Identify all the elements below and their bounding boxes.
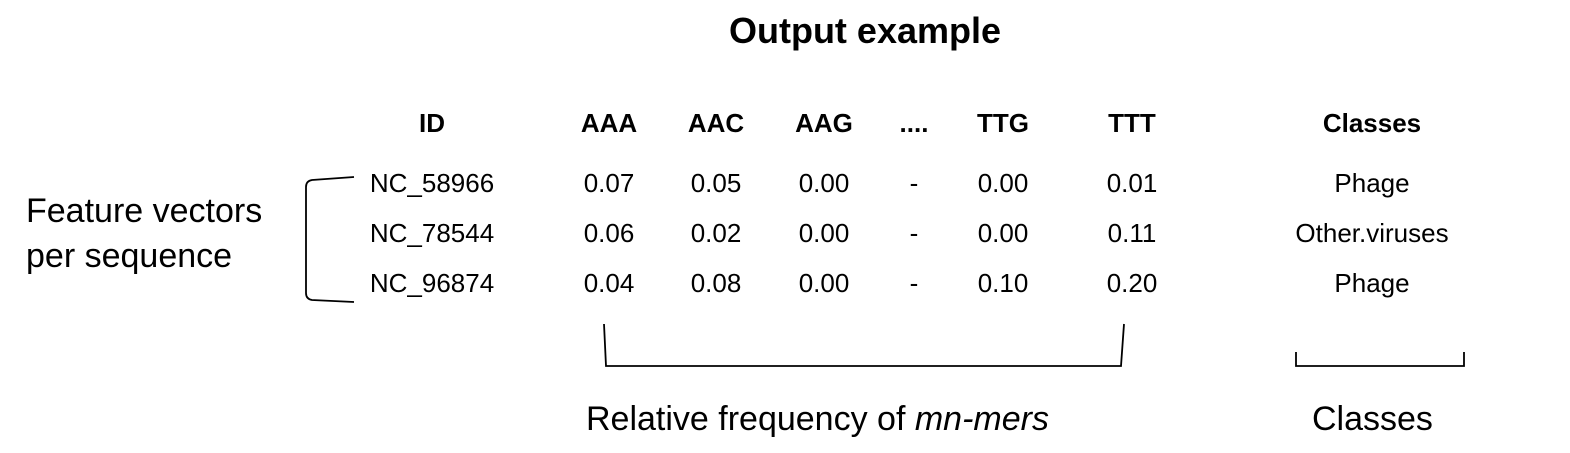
table-cell-ellipsis: -	[909, 168, 919, 198]
classes-caption: Classes	[1312, 400, 1433, 438]
table-cell-ttg: 0.00	[977, 168, 1029, 198]
table-cell-ellipsis: -	[909, 218, 919, 248]
table-cell-aag: 0.00	[798, 218, 850, 248]
header-ttg: TTG	[977, 108, 1029, 138]
table-cell-aaa: 0.07	[583, 168, 635, 198]
header-aac: AAC	[687, 108, 745, 138]
table-cell-aag: 0.00	[798, 168, 850, 198]
table-cell-ttt: 0.20	[1106, 268, 1158, 298]
table-cell-ttt: 0.01	[1106, 168, 1158, 198]
side-label-line-1: Feature vectors	[26, 192, 263, 230]
header-aaa: AAA	[580, 108, 638, 138]
diagram-title: Output example	[728, 10, 1002, 51]
table-cell-aaa: 0.04	[583, 268, 635, 298]
table-cell-aaa: 0.06	[583, 218, 635, 248]
left-bracket	[305, 176, 355, 303]
classes-bracket	[1295, 352, 1465, 367]
frequency-caption-italic: mn-mers	[914, 400, 1049, 438]
table-cell-id: NC_78544	[369, 218, 495, 248]
side-label-line-2: per sequence	[26, 237, 233, 275]
table-cell-aag: 0.00	[798, 268, 850, 298]
table-cell-ttg: 0.00	[977, 218, 1029, 248]
frequency-caption: Relative frequency of mn-mers	[586, 400, 1049, 439]
header-ellipsis: ....	[899, 108, 929, 138]
frequency-bracket	[603, 323, 1125, 367]
table-cell-class: Other.viruses	[1295, 218, 1449, 248]
table-cell-id: NC_58966	[369, 168, 495, 198]
table-cell-aac: 0.05	[690, 168, 742, 198]
header-id: ID	[419, 108, 445, 138]
table-cell-aac: 0.08	[690, 268, 742, 298]
table-cell-class: Phage	[1334, 168, 1410, 198]
table-cell-aac: 0.02	[690, 218, 742, 248]
table-cell-ellipsis: -	[909, 268, 919, 298]
table-cell-ttt: 0.11	[1107, 218, 1157, 248]
frequency-caption-text: Relative frequency of	[586, 400, 915, 438]
table-cell-id: NC_96874	[369, 268, 495, 298]
header-aag: AAG	[795, 108, 853, 138]
header-classes: Classes	[1322, 108, 1422, 138]
header-ttt: TTT	[1108, 108, 1156, 138]
table-cell-ttg: 0.10	[977, 268, 1029, 298]
table-cell-class: Phage	[1334, 268, 1410, 298]
